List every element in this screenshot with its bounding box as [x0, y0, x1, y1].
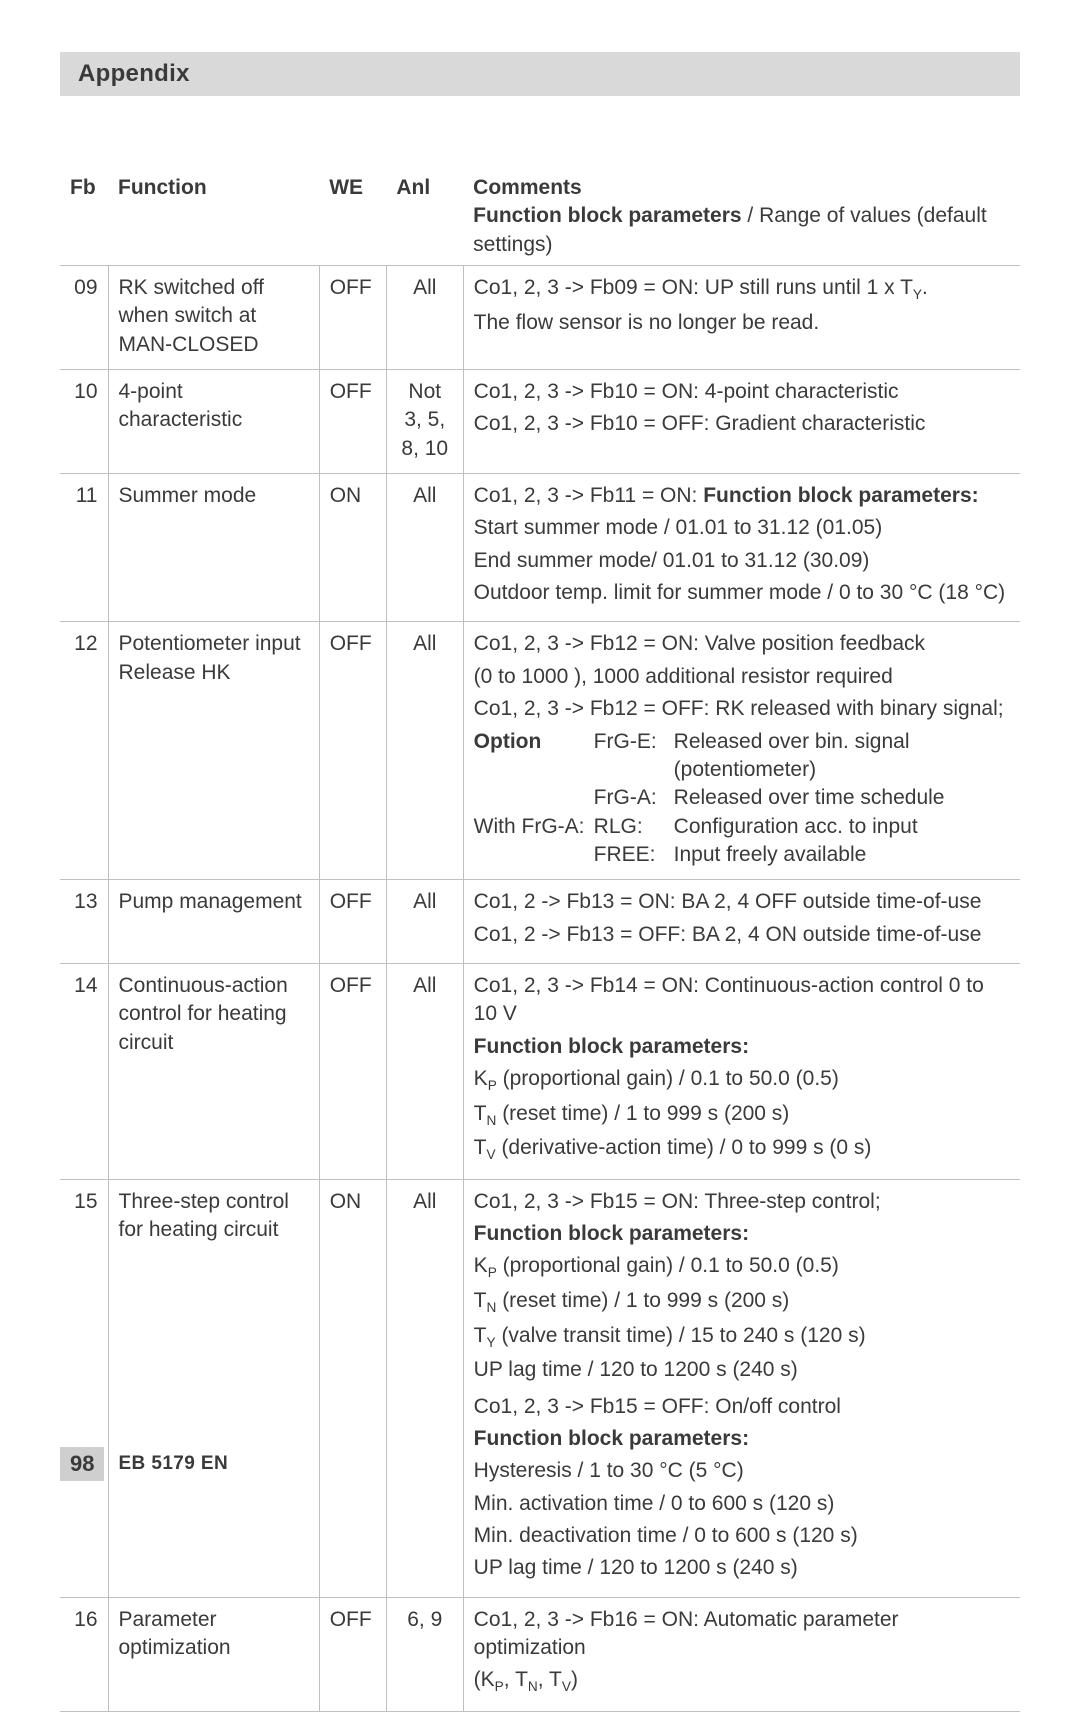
cell-anl: All [386, 1179, 463, 1597]
cell-comments: Co1, 2, 3 -> Fb15 = ON: Three-step contr… [463, 1179, 1020, 1597]
cell-we: ON [319, 1179, 386, 1597]
col-header-comments: Comments Function block parameters / Ran… [463, 166, 1020, 266]
cell-we: OFF [319, 266, 386, 370]
cell-fb: 14 [60, 963, 108, 1179]
cell-anl: All [386, 622, 463, 880]
cell-comments: Co1, 2, 3 -> Fb11 = ON: Function block p… [463, 474, 1020, 622]
cell-we: OFF [319, 1597, 386, 1711]
cell-we: OFF [319, 370, 386, 474]
cell-function: Pump management [108, 880, 319, 964]
cell-fb: 11 [60, 474, 108, 622]
table-row: 15Three-step control for heating circuit… [60, 1179, 1020, 1597]
cell-function: Summer mode [108, 474, 319, 622]
table-row: 14Continuous-action control for heating … [60, 963, 1020, 1179]
cell-fb: 13 [60, 880, 108, 964]
cell-anl: All [386, 880, 463, 964]
section-header: Appendix [60, 52, 1020, 96]
cell-we: OFF [319, 963, 386, 1179]
cell-anl: 6, 9 [386, 1597, 463, 1711]
cell-comments: Co1, 2 -> Fb13 = ON: BA 2, 4 OFF outside… [463, 880, 1020, 964]
comments-header-sub: Function block parameters / Range of val… [473, 202, 1010, 259]
page: Appendix Fb Function WE Anl Comments Fun… [0, 0, 1080, 1529]
cell-we: OFF [319, 880, 386, 964]
cell-function: RK switched off when switch at MAN-CLOSE… [108, 266, 319, 370]
cell-anl: All [386, 474, 463, 622]
cell-function: 4-point characteristic [108, 370, 319, 474]
cell-comments: Co1, 2, 3 -> Fb14 = ON: Continuous-actio… [463, 963, 1020, 1179]
cell-comments: Co1, 2, 3 -> Fb10 = ON: 4-point characte… [463, 370, 1020, 474]
cell-we: ON [319, 474, 386, 622]
cell-function: Continuous-action control for heating ci… [108, 963, 319, 1179]
table-row: 16Parameter optimizationOFF6, 9Co1, 2, 3… [60, 1597, 1020, 1711]
cell-function: Parameter optimization [108, 1597, 319, 1711]
doc-id: EB 5179 EN [118, 1453, 228, 1475]
table-head: Fb Function WE Anl Comments Function blo… [60, 166, 1020, 266]
cell-fb: 09 [60, 266, 108, 370]
cell-we: OFF [319, 622, 386, 880]
col-header-anl: Anl [386, 166, 463, 266]
cell-comments: Co1, 2, 3 -> Fb12 = ON: Valve position f… [463, 622, 1020, 880]
table-row: 09RK switched off when switch at MAN-CLO… [60, 266, 1020, 370]
cell-fb: 12 [60, 622, 108, 880]
table-row: 11Summer modeONAllCo1, 2, 3 -> Fb11 = ON… [60, 474, 1020, 622]
cell-fb: 15 [60, 1179, 108, 1597]
table-row: 104-point characteristicOFFNot 3, 5, 8, … [60, 370, 1020, 474]
page-number: 98 [60, 1447, 104, 1481]
col-header-function: Function [108, 166, 319, 266]
comments-header-top: Comments [473, 174, 1010, 202]
cell-fb: 10 [60, 370, 108, 474]
cell-comments: Co1, 2, 3 -> Fb09 = ON: UP still runs un… [463, 266, 1020, 370]
col-header-fb: Fb [60, 166, 108, 266]
cell-function: Potentiometer input Release HK [108, 622, 319, 880]
cell-comments: Co1, 2, 3 -> Fb16 = ON: Automatic parame… [463, 1597, 1020, 1711]
cell-fb: 16 [60, 1597, 108, 1711]
spacer [60, 96, 1020, 166]
col-header-we: WE [319, 166, 386, 266]
comments-header-bold: Function block parameters [473, 204, 741, 227]
table-body: 09RK switched off when switch at MAN-CLO… [60, 266, 1020, 1712]
table-row: 13Pump managementOFFAllCo1, 2 -> Fb13 = … [60, 880, 1020, 964]
table-row: 12Potentiometer input Release HKOFFAllCo… [60, 622, 1020, 880]
page-footer: 98 EB 5179 EN [60, 1447, 228, 1481]
cell-anl: All [386, 963, 463, 1179]
cell-function: Three-step control for heating circuit [108, 1179, 319, 1597]
cell-anl: All [386, 266, 463, 370]
cell-anl: Not 3, 5, 8, 10 [386, 370, 463, 474]
